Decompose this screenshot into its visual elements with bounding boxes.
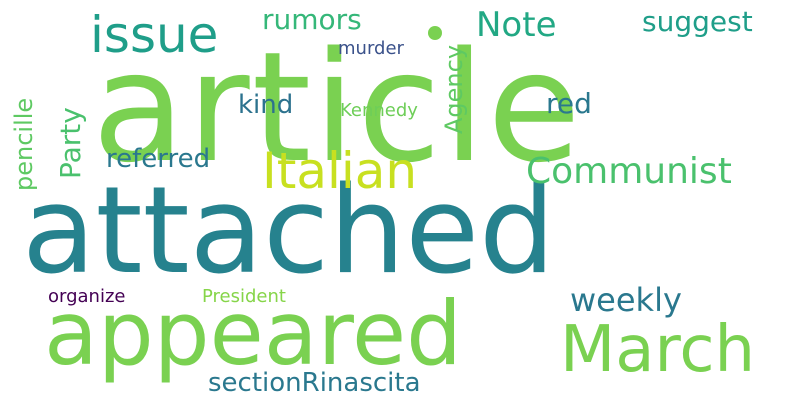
word-italian: Italian	[262, 142, 418, 200]
word-attached: attached	[22, 162, 556, 301]
word-agency: Agency	[440, 44, 468, 134]
word-communist: Communist	[526, 151, 732, 192]
word-pencille: pencille	[10, 97, 38, 191]
word-party: Party	[54, 107, 87, 179]
word-president: President	[202, 286, 286, 307]
word-rumors: rumors	[262, 3, 362, 36]
word-march: March	[560, 313, 756, 387]
word-article: article	[92, 19, 583, 196]
word-red: red	[546, 87, 592, 120]
word-sectionrinascita: sectionRinascita	[208, 368, 421, 398]
word-referred: referred	[106, 144, 211, 174]
word-organize: organize	[48, 286, 126, 307]
word-appeared: appeared	[44, 282, 462, 385]
word-weekly: weekly	[570, 281, 682, 319]
word-murder: murder	[338, 38, 404, 59]
word-issue: issue	[90, 6, 219, 64]
word-kind: kind	[238, 90, 294, 120]
word-kennedy: Kennedy	[340, 100, 418, 121]
word-note: Note	[476, 5, 557, 45]
word-dot	[428, 26, 442, 40]
word-suggest: suggest	[642, 5, 753, 38]
